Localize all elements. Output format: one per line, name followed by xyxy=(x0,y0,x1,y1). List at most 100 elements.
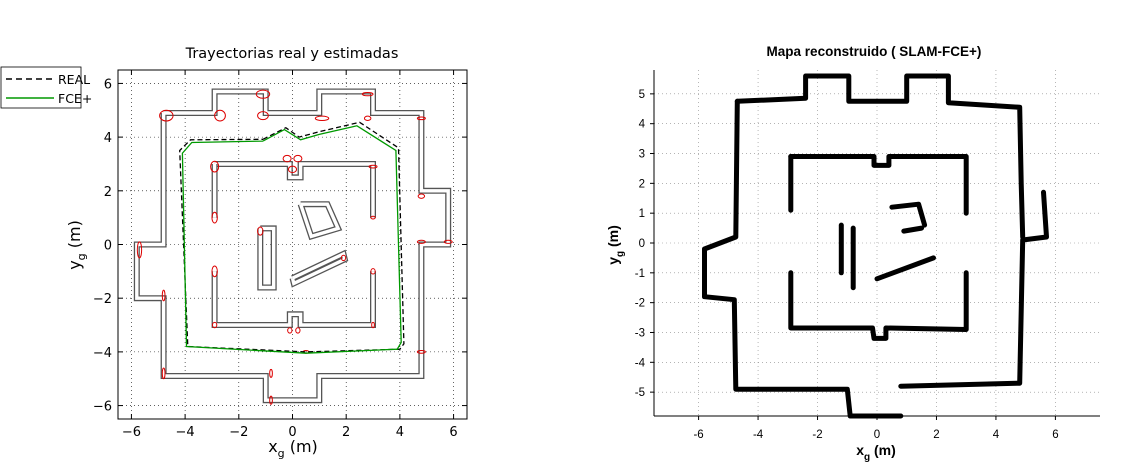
left-uncertainty-ellipse xyxy=(211,211,218,224)
right-x-tick-label: 4 xyxy=(993,429,1000,441)
right-x-axis-label: xg (m) xyxy=(856,442,896,463)
right-x-axis-label-main: x xyxy=(856,442,864,458)
right-y-tick-label: 2 xyxy=(639,178,645,190)
right-x-tick-label: -6 xyxy=(693,429,703,441)
right-x-axis-label-unit: (m) xyxy=(870,442,896,458)
left-map-walls xyxy=(133,88,452,404)
left-uncertainty-ellipse xyxy=(293,154,303,163)
right-map-segment xyxy=(901,225,925,234)
right-map-points xyxy=(702,73,1049,419)
left-x-tick-label: 6 xyxy=(449,425,457,440)
right-x-tick-label: -2 xyxy=(812,429,822,441)
right-map-segment xyxy=(874,255,936,282)
left-uncertainty-ellipse xyxy=(361,92,374,97)
left-uncertainty-ellipse xyxy=(416,116,426,121)
trajectory-chart: −6 −4 −2 0 2 4 6 −6 −4 −2 0 2 4 6 Trayectorias real y… xyxy=(0,46,468,460)
left-x-tick-label: 2 xyxy=(342,425,350,440)
right-y-tick-label: 5 xyxy=(639,89,645,101)
right-map-segment xyxy=(889,201,928,228)
left-uncertainty-ellipse xyxy=(416,239,426,244)
right-grid xyxy=(654,70,1100,416)
right-map-segment xyxy=(898,189,1049,389)
left-plot-area xyxy=(117,69,468,420)
left-y-tick-label: 6 xyxy=(104,77,112,92)
left-uncertainty-ellipse xyxy=(211,321,218,329)
left-uncertainty-ellipse xyxy=(211,265,218,278)
left-uncertainty-ellipse xyxy=(257,226,264,236)
left-uncertainty-ellipse xyxy=(370,268,376,275)
legend-label-fce: FCE+ xyxy=(58,91,92,106)
right-y-tick-label: 3 xyxy=(639,149,645,161)
right-y-axis-label-main: y xyxy=(605,257,621,265)
left-uncertainty-ellipse xyxy=(371,321,375,329)
left-x-tick-label: −6 xyxy=(122,425,141,440)
right-x-axis-label-sub: g xyxy=(864,452,870,463)
right-x-tick-label: -4 xyxy=(753,429,764,441)
left-uncertainty-ellipse xyxy=(295,327,301,334)
right-y-tick-label: 1 xyxy=(639,208,645,220)
left-series-real xyxy=(179,121,405,353)
left-uncertainty-ellipse xyxy=(257,111,269,121)
right-y-axis-label: yg (m) xyxy=(605,225,626,265)
left-y-axis-label-main: y xyxy=(65,260,84,269)
reconstructed-map-chart: -6 -4 -2 0 2 4 6 -5 -4 -3 -2 -1 0 1 2 3 4 5 Mapa reconstr… xyxy=(605,44,1100,463)
left-uncertainty-ellipse xyxy=(443,239,453,244)
right-y-tick-label: -1 xyxy=(635,268,645,280)
legend: REAL FCE+ xyxy=(0,66,92,109)
left-uncertainty-ellipse xyxy=(370,215,376,220)
left-y-tick-label: −4 xyxy=(93,346,112,361)
left-y-tick-label: −2 xyxy=(93,292,112,307)
right-y-tick-label: -4 xyxy=(635,357,646,369)
left-chart-title: Trayectorias real y estimadas xyxy=(185,46,399,62)
left-x-tick-label: −2 xyxy=(229,425,248,440)
right-x-tick-label: 2 xyxy=(933,429,939,441)
left-x-tick-label: 4 xyxy=(396,425,404,440)
left-wall-fill xyxy=(214,162,375,218)
right-chart-title: Mapa reconstruido ( SLAM-FCE+) xyxy=(767,44,982,59)
left-y-tick-label: 0 xyxy=(104,239,112,254)
left-uncertainty-ellipse xyxy=(417,193,426,199)
left-uncertainty-ellipse xyxy=(282,154,292,163)
left-wall-fill xyxy=(258,226,276,290)
left-wall-fill xyxy=(135,89,450,402)
legend-box xyxy=(0,66,82,109)
left-uncertainty-ellipse xyxy=(368,164,378,169)
left-uncertainty-ellipse xyxy=(255,89,271,99)
left-series-fce- xyxy=(181,125,402,354)
right-x-tick-label: 6 xyxy=(1052,429,1058,441)
left-uncertainty-ellipse xyxy=(287,327,293,334)
right-y-tick-label: -5 xyxy=(635,387,645,399)
right-y-tick-label: 4 xyxy=(639,119,646,131)
right-ticks: -6 -4 -2 0 2 4 6 -5 -4 -3 -2 -1 0 1 2 3 4 5 xyxy=(635,89,1059,441)
left-y-tick-label: 2 xyxy=(104,185,112,200)
left-series-group xyxy=(179,121,405,354)
left-y-tick-label: 4 xyxy=(104,131,112,146)
left-x-tick-label: 0 xyxy=(288,425,296,440)
left-uncertainty-ellipse xyxy=(210,160,220,173)
legend-label-real: REAL xyxy=(58,72,90,87)
left-uncertainty-ellipse xyxy=(340,254,347,262)
left-uncertainty-ellipse xyxy=(287,165,298,174)
right-map-segment xyxy=(702,98,904,419)
left-uncertainty-ellipse xyxy=(161,367,166,380)
left-uncertainty-ellipse xyxy=(159,109,174,122)
left-y-tick-label: −6 xyxy=(93,400,112,415)
left-uncertainty-ellipse xyxy=(269,368,273,378)
left-wall-fill xyxy=(212,271,375,327)
left-y-axis-label-unit: (m) xyxy=(65,220,84,253)
left-wall-fill xyxy=(290,251,347,286)
left-uncertainty-ellipse xyxy=(214,109,226,122)
left-uncertainty-ellipse xyxy=(314,115,330,121)
right-y-tick-label: -2 xyxy=(635,298,645,310)
right-y-axis-label-unit: (m) xyxy=(605,225,621,251)
right-y-axis-label-sub: g xyxy=(615,251,626,257)
right-map-segment xyxy=(788,270,969,341)
left-uncertainty-ellipse xyxy=(416,350,426,354)
left-uncertainty-ellipse xyxy=(136,241,143,259)
right-x-tick-label: 0 xyxy=(874,429,880,441)
left-x-axis-label-main: x xyxy=(268,437,277,456)
left-x-tick-label: −4 xyxy=(176,425,195,440)
left-uncertainty-ellipse xyxy=(269,395,273,405)
left-uncertainty-ellipses xyxy=(136,89,453,405)
